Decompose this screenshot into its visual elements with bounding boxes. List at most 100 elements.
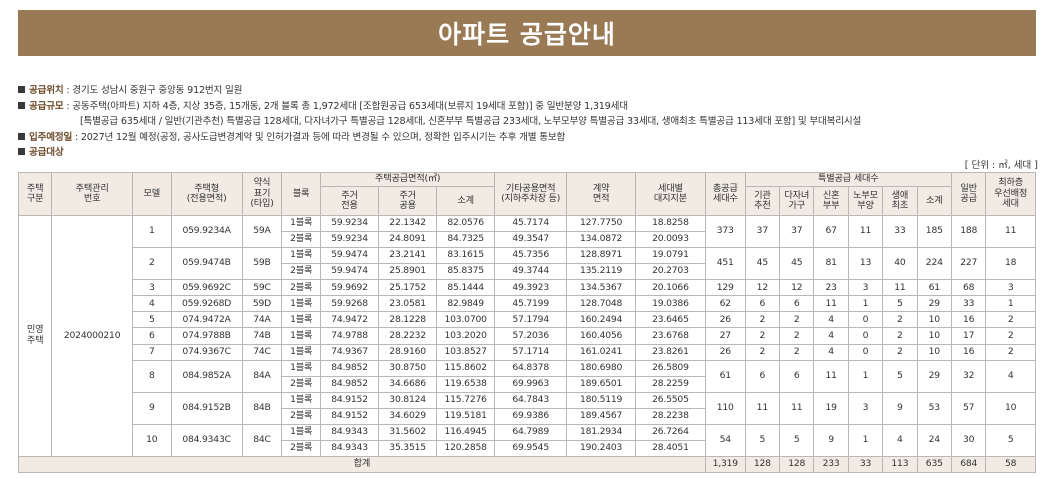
area-subtotal-cell: 85.1444 xyxy=(436,279,496,297)
short-type-cell: 59A xyxy=(241,214,283,249)
house-type-cell: 084.9852A xyxy=(170,359,243,393)
land-share-cell: 20.0093 xyxy=(634,231,706,249)
land-share-cell: 23.6465 xyxy=(634,311,706,329)
multichild-cell: 128 xyxy=(779,455,815,474)
contract-area-cell: 160.2494 xyxy=(566,311,636,329)
special-subtotal-cell: 185 xyxy=(916,214,952,249)
table-row: 7 074.9367C 74C 1블록 74.9367 28.9160 103.8527 57… xyxy=(19,343,1036,361)
contract-area-cell: 181.2934 xyxy=(566,423,636,441)
col-housing-type: 주택 구분 xyxy=(17,172,53,216)
land-share-cell: 20.2703 xyxy=(634,263,706,281)
common-cell: 22.1342 xyxy=(378,214,438,233)
special-subtotal-cell: 29 xyxy=(916,295,952,313)
total-supply-cell: 373 xyxy=(704,214,746,249)
info-move-text: 2027년 12월 예정(공정, 공사도급변경계약 및 인허가결과 등에 따라 … xyxy=(80,131,566,143)
table-row: 4 059.9268D 59D 1블록 59.9268 23.0581 82.9849 45.… xyxy=(19,295,1036,313)
col-house-type: 주택형 (전용면적) xyxy=(170,172,243,216)
elderly-cell: 3 xyxy=(847,279,884,297)
newlywed-cell: 23 xyxy=(813,279,849,297)
multichild-cell: 12 xyxy=(779,279,815,297)
model-cell: 8 xyxy=(131,359,172,393)
newlywed-cell: 11 xyxy=(813,295,849,313)
land-share-cell: 19.0386 xyxy=(634,295,706,313)
contract-area-cell: 127.7750 xyxy=(566,214,636,233)
other-common-cell: 64.8378 xyxy=(494,359,568,377)
special-subtotal-cell: 53 xyxy=(916,391,952,425)
land-share-cell: 26.5505 xyxy=(634,391,706,409)
priority-cell: 1 xyxy=(985,295,1036,313)
table-row: 민영 주택 2024000210 1 059.9234A 59A 1블록 59.9234 22.… xyxy=(17,214,1036,457)
col-mgmt-no: 주택관리 번호 xyxy=(51,172,133,216)
supply-info: 공급위치 : 경기도 성남시 중원구 중앙동 912번지 일원 공급규모 : 공… xyxy=(18,83,1048,161)
table-row: 10 084.9343C 84C 1블록 84.9343 31.5602 116.4945 6… xyxy=(19,423,1036,457)
model-cell: 10 xyxy=(131,423,172,457)
house-type-cell: 084.9152B xyxy=(170,391,243,425)
newlywed-cell: 9 xyxy=(813,423,849,457)
col-newlywed: 신혼 부부 xyxy=(813,186,849,216)
land-share-cell: 18.8258 xyxy=(634,214,706,233)
contract-area-cell: 134.5367 xyxy=(566,279,636,297)
contract-area-cell: 134.0872 xyxy=(566,231,636,249)
col-block: 블록 xyxy=(281,172,322,216)
firsttime-cell: 11 xyxy=(882,279,918,297)
col-supply-area: 주택공급면적(㎡) xyxy=(320,172,496,187)
exclusive-cell: 59.9234 xyxy=(320,231,380,249)
contract-area-cell: 160.4056 xyxy=(566,327,636,345)
elderly-cell: 0 xyxy=(847,343,884,361)
general-cell: 33 xyxy=(950,295,987,313)
short-type-cell: 59B xyxy=(241,247,283,281)
multichild-cell: 37 xyxy=(779,214,815,249)
other-common-cell: 45.7356 xyxy=(494,247,568,265)
priority-cell: 4 xyxy=(985,359,1036,393)
land-share-cell: 23.6768 xyxy=(634,327,706,345)
area-subtotal-cell: 119.6538 xyxy=(436,375,496,393)
square-bullet-icon xyxy=(18,86,25,93)
block-cell: 2블록 xyxy=(281,279,322,297)
exclusive-cell: 59.9474 xyxy=(320,263,380,281)
block-cell: 2블록 xyxy=(281,263,322,281)
institution-cell: 37 xyxy=(744,214,781,249)
col-contract-area: 계약 면적 xyxy=(566,172,636,216)
square-bullet-icon xyxy=(18,101,25,109)
priority-cell: 2 xyxy=(985,311,1036,329)
block-cell: 2블록 xyxy=(281,231,322,249)
priority-cell: 2 xyxy=(985,343,1036,361)
house-type-cell: 059.9234A xyxy=(170,214,243,249)
house-type-cell: 074.9788B xyxy=(170,327,243,345)
newlywed-cell: 19 xyxy=(813,391,849,425)
general-cell: 16 xyxy=(950,311,987,329)
short-type-cell: 74A xyxy=(241,311,283,329)
area-subtotal-cell: 120.2858 xyxy=(436,439,496,457)
contract-area-cell: 189.6501 xyxy=(566,375,636,393)
multichild-cell: 2 xyxy=(779,343,815,361)
table-header-row: 주택 구분 주택관리 번호 모델 주택형 (전용면적) 약식 표기 (타입) 블록 주택공… xyxy=(17,172,1036,216)
area-subtotal-cell: 83.1615 xyxy=(436,247,496,265)
exclusive-cell: 74.9472 xyxy=(320,311,380,329)
multichild-cell: 6 xyxy=(779,295,815,313)
area-subtotal-cell: 115.7276 xyxy=(436,391,496,409)
common-cell: 31.5602 xyxy=(378,423,438,441)
exclusive-cell: 84.9343 xyxy=(320,423,380,441)
priority-cell: 11 xyxy=(985,214,1036,249)
short-type-cell: 59C xyxy=(241,279,283,297)
model-cell: 1 xyxy=(131,214,172,249)
info-scale-label: 공급규모 xyxy=(29,100,64,112)
col-subtotal: 소계 xyxy=(436,186,496,216)
newlywed-cell: 81 xyxy=(813,247,849,281)
model-cell: 3 xyxy=(131,279,172,297)
table-row: 2블록 59.9474 25.8901 85.8375 49.3744 135.2119 2… xyxy=(19,263,1036,281)
house-type-cell: 074.9472A xyxy=(170,311,243,329)
common-cell: 30.8124 xyxy=(378,391,438,409)
firsttime-cell: 9 xyxy=(882,391,918,425)
elderly-cell: 1 xyxy=(847,423,884,457)
total-supply-cell: 54 xyxy=(704,423,746,457)
general-cell: 188 xyxy=(950,214,987,249)
priority-cell: 3 xyxy=(985,279,1036,297)
general-cell: 684 xyxy=(950,455,987,474)
elderly-cell: 33 xyxy=(847,455,884,474)
table-row: 6 074.9788B 74B 1블록 74.9788 28.2232 103.2020 57… xyxy=(19,327,1036,345)
block-cell: 1블록 xyxy=(281,295,322,313)
info-location-text: 경기도 성남시 중원구 중앙동 912번지 일원 xyxy=(72,85,243,96)
short-type-cell: 74B xyxy=(241,327,283,345)
special-subtotal-cell: 10 xyxy=(916,327,952,345)
